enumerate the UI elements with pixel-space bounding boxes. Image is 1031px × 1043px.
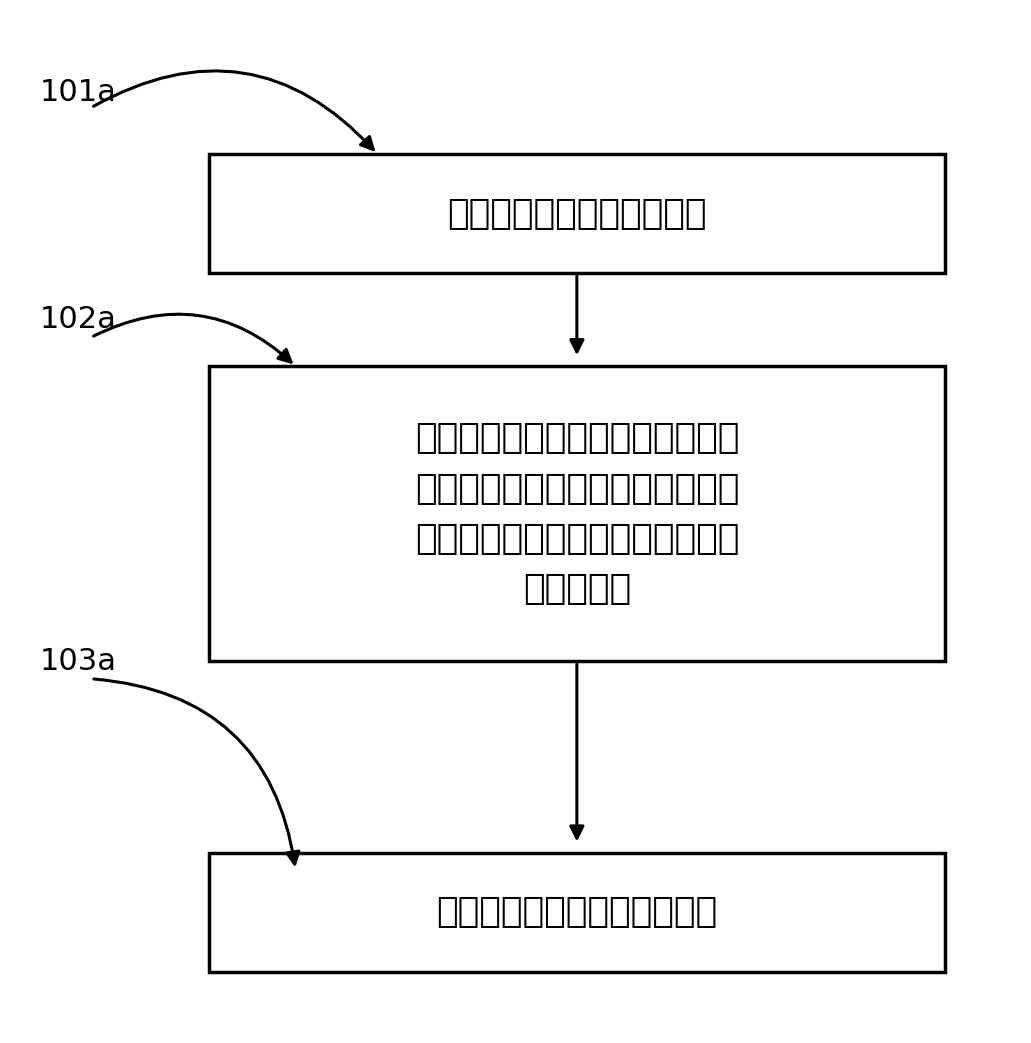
Text: 102a: 102a	[40, 306, 117, 334]
FancyArrowPatch shape	[94, 679, 299, 864]
FancyBboxPatch shape	[208, 366, 945, 661]
FancyBboxPatch shape	[208, 852, 945, 972]
Text: 101a: 101a	[40, 77, 117, 106]
Text: 移动终端在所述有效小区驻留: 移动终端在所述有效小区驻留	[436, 895, 718, 929]
Text: 若可选小区的小区信号值满足标准
小区接入准则，根据信号强度和历
史驻留成功率在所述可选小区中选
取有效小区: 若可选小区的小区信号值满足标准 小区接入准则，根据信号强度和历 史驻留成功率在所…	[414, 421, 739, 606]
FancyArrowPatch shape	[94, 314, 291, 362]
Text: 移动终端获取可选小区信号: 移动终端获取可选小区信号	[447, 197, 706, 231]
FancyArrowPatch shape	[94, 71, 373, 149]
FancyBboxPatch shape	[208, 154, 945, 273]
Text: 103a: 103a	[40, 647, 117, 676]
